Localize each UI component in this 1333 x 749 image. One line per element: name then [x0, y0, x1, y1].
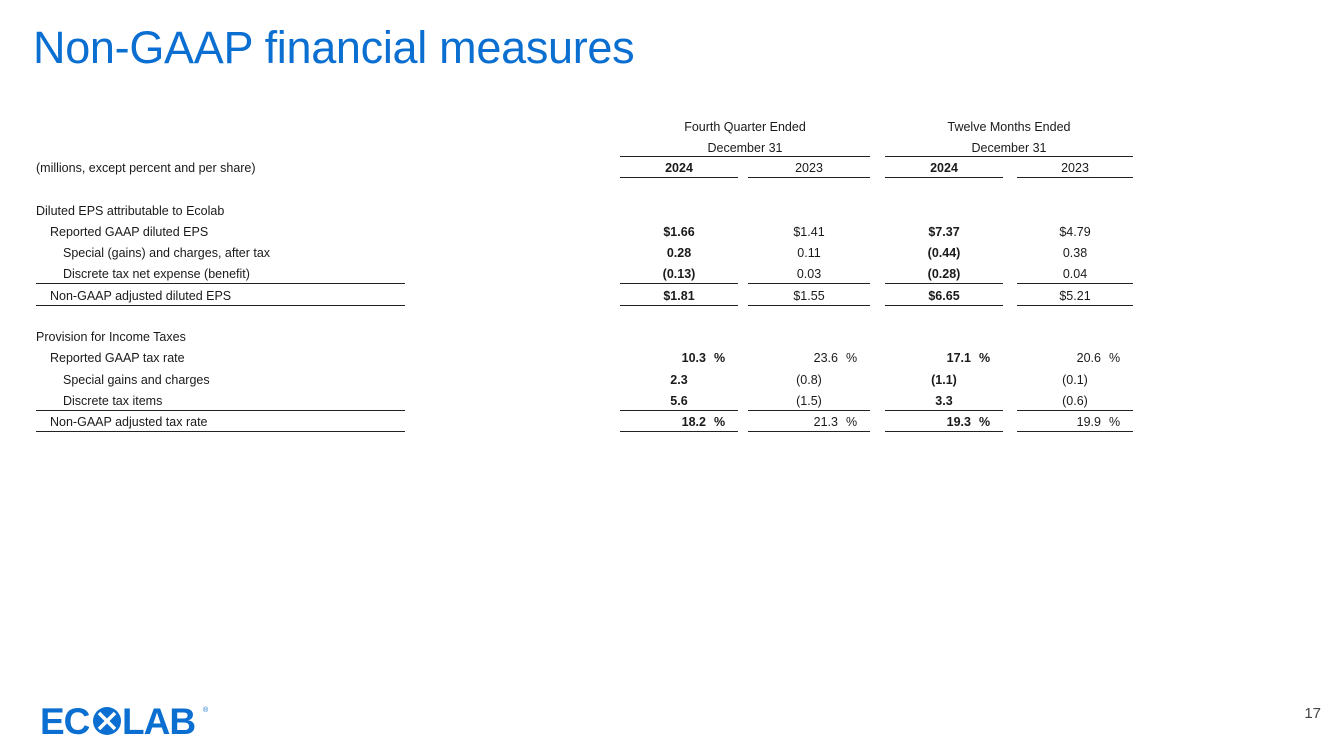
table-cell: $1.81: [663, 289, 695, 303]
divider: [748, 177, 870, 178]
table-cell: $1.41: [793, 225, 825, 239]
percent-sign: %: [846, 351, 858, 365]
percent-sign: %: [979, 351, 991, 365]
table-cell: $4.79: [1059, 225, 1091, 239]
divider: [1017, 177, 1133, 178]
table-cell: 19.9: [1076, 415, 1101, 429]
row-label: Provision for Income Taxes: [36, 330, 186, 344]
row-label: Special gains and charges: [63, 373, 210, 387]
row-label: Reported GAAP diluted EPS: [50, 225, 209, 239]
table-cell: 3.3: [935, 394, 953, 408]
row-label: Non-GAAP adjusted tax rate: [50, 415, 208, 429]
divider: [885, 431, 1003, 432]
ecolab-logo: EC LAB ®: [40, 701, 215, 743]
page-number: 17: [1304, 705, 1321, 722]
divider: [885, 410, 1003, 411]
divider: [620, 431, 738, 432]
divider: [36, 431, 405, 432]
page-title: Non-GAAP financial measures: [33, 22, 635, 73]
divider: [36, 305, 405, 306]
table-cell: $5.21: [1059, 289, 1091, 303]
header-q4-date: December 31: [707, 141, 783, 155]
table-cell: 23.6: [813, 351, 838, 365]
divider: [748, 410, 870, 411]
divider: [620, 305, 738, 306]
table-cell: 20.6: [1076, 351, 1101, 365]
percent-sign: %: [714, 415, 726, 429]
divider: [1017, 305, 1133, 306]
row-label: Reported GAAP tax rate: [50, 351, 185, 365]
divider: [620, 156, 870, 157]
table-cell: $1.55: [793, 289, 825, 303]
table-cell: 5.6: [670, 394, 688, 408]
year-header: 2024: [930, 161, 958, 175]
percent-sign: %: [1109, 351, 1121, 365]
row-label: Diluted EPS attributable to Ecolab: [36, 204, 225, 218]
year-header: 2024: [665, 161, 693, 175]
row-label: Discrete tax net expense (benefit): [63, 267, 250, 281]
divider: [748, 283, 870, 284]
table-cell: 10.3: [681, 351, 706, 365]
divider: [885, 283, 1003, 284]
table-cell: $1.66: [663, 225, 695, 239]
table-cell: 0.28: [666, 246, 692, 260]
divider: [748, 431, 870, 432]
divider: [885, 305, 1003, 306]
table-cell: 0.38: [1062, 246, 1088, 260]
table-cell: (0.13): [662, 267, 696, 281]
table-cell: (1.1): [931, 373, 957, 387]
row-label: Special (gains) and charges, after tax: [63, 246, 271, 260]
divider: [885, 156, 1133, 157]
percent-sign: %: [979, 415, 991, 429]
divider: [620, 283, 738, 284]
table-cell: (0.8): [796, 373, 822, 387]
percent-sign: %: [846, 415, 858, 429]
table-cell: 21.3: [813, 415, 838, 429]
divider: [36, 410, 405, 411]
table-cell: (0.1): [1062, 373, 1088, 387]
table-cell: (0.28): [927, 267, 961, 281]
table-cell: (1.5): [796, 394, 822, 408]
table-cell: 19.3: [946, 415, 971, 429]
percent-sign: %: [714, 351, 726, 365]
year-header: 2023: [1061, 161, 1089, 175]
percent-sign: %: [1109, 415, 1121, 429]
table-cell: 0.04: [1062, 267, 1088, 281]
divider: [1017, 431, 1133, 432]
svg-text:LAB: LAB: [122, 702, 195, 738]
year-header: 2023: [795, 161, 823, 175]
table-cell: 0.03: [796, 267, 822, 281]
svg-text:®: ®: [203, 706, 209, 714]
divider: [620, 177, 738, 178]
row-label: Non-GAAP adjusted diluted EPS: [50, 289, 232, 303]
divider: [1017, 410, 1133, 411]
table-cell: (0.44): [927, 246, 961, 260]
svg-text:EC: EC: [40, 702, 90, 738]
table-cell: (0.6): [1062, 394, 1088, 408]
header-12m: Twelve Months Ended: [947, 120, 1071, 134]
divider: [748, 305, 870, 306]
units-label: (millions, except percent and per share): [36, 161, 256, 175]
table-cell: 18.2: [681, 415, 706, 429]
divider: [36, 283, 405, 284]
header-12m-date: December 31: [971, 141, 1047, 155]
row-label: Discrete tax items: [63, 394, 163, 408]
divider: [1017, 283, 1133, 284]
divider: [620, 410, 738, 411]
table-cell: 0.11: [797, 246, 821, 260]
header-q4: Fourth Quarter Ended: [684, 120, 806, 134]
divider: [885, 177, 1003, 178]
table-cell: $6.65: [928, 289, 960, 303]
table-cell: 17.1: [946, 351, 971, 365]
table-cell: $7.37: [928, 225, 960, 239]
table-cell: 2.3: [670, 373, 688, 387]
